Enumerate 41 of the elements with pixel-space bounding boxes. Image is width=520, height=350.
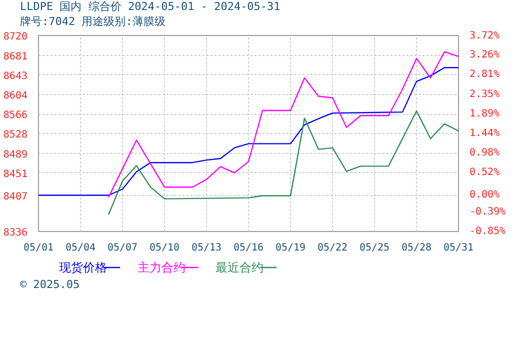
y2-tick-label: -0.39% xyxy=(470,206,506,218)
y-tick-label: 8451 xyxy=(3,168,28,180)
chart-subtitle: 牌号:7042 用途级别:薄膜级 xyxy=(20,15,166,29)
y-tick-label: 8681 xyxy=(3,51,28,62)
y2-tick-label: 3.72% xyxy=(470,30,500,42)
x-tick-label: 05/07 xyxy=(107,242,138,254)
y-tick-label: 8720 xyxy=(3,32,28,42)
x-tick-label: 05/01 xyxy=(23,242,54,254)
y2-tick-label: 0.98% xyxy=(470,148,500,159)
legend-label: 最近合约 xyxy=(216,260,264,274)
y2-tick-label: 0.00% xyxy=(470,190,500,201)
y2-tick-label: -0.85% xyxy=(470,226,506,237)
x-tick-label: 05/13 xyxy=(191,242,222,254)
y-tick-label: 8566 xyxy=(3,110,28,122)
text: © 2025.05 xyxy=(20,278,80,292)
y-tick-label: 8407 xyxy=(3,191,28,202)
x-tick-label: 05/31 xyxy=(443,242,474,254)
y2-tick-label: 2.35% xyxy=(470,88,500,100)
legend-label: 主力合约 xyxy=(137,260,186,274)
x-tick-label: 05/25 xyxy=(359,242,390,254)
x-tick-label: 05/28 xyxy=(401,242,432,254)
y2-tick-label: 1.44% xyxy=(470,128,500,139)
y2-tick-label: 2.81% xyxy=(470,69,500,80)
y-tick-label: 8643 xyxy=(3,70,28,82)
chart-title: LLDPE 国内 综合价 2024-05-01 - 2024-05-31 xyxy=(20,0,280,14)
y2-tick-label: 3.26% xyxy=(470,50,500,61)
y-tick-label: 8604 xyxy=(3,90,28,102)
y2-tick-label: 0.52% xyxy=(470,167,500,178)
y-tick-label: 8489 xyxy=(3,149,28,160)
x-tick-label: 05/16 xyxy=(233,242,264,254)
y-tick-label: 8336 xyxy=(3,228,28,238)
line-series xyxy=(38,67,458,196)
line-series xyxy=(108,51,458,198)
line-series xyxy=(108,110,458,216)
y-tick-label: 8528 xyxy=(3,130,28,140)
x-tick-label: 05/04 xyxy=(65,242,96,254)
legend-label: 现货价格 xyxy=(59,260,108,274)
y2-tick-label: 1.89% xyxy=(470,108,500,120)
x-tick-label: 05/19 xyxy=(275,242,306,254)
x-tick-label: 05/10 xyxy=(149,242,180,254)
x-tick-label: 05/22 xyxy=(317,242,348,254)
